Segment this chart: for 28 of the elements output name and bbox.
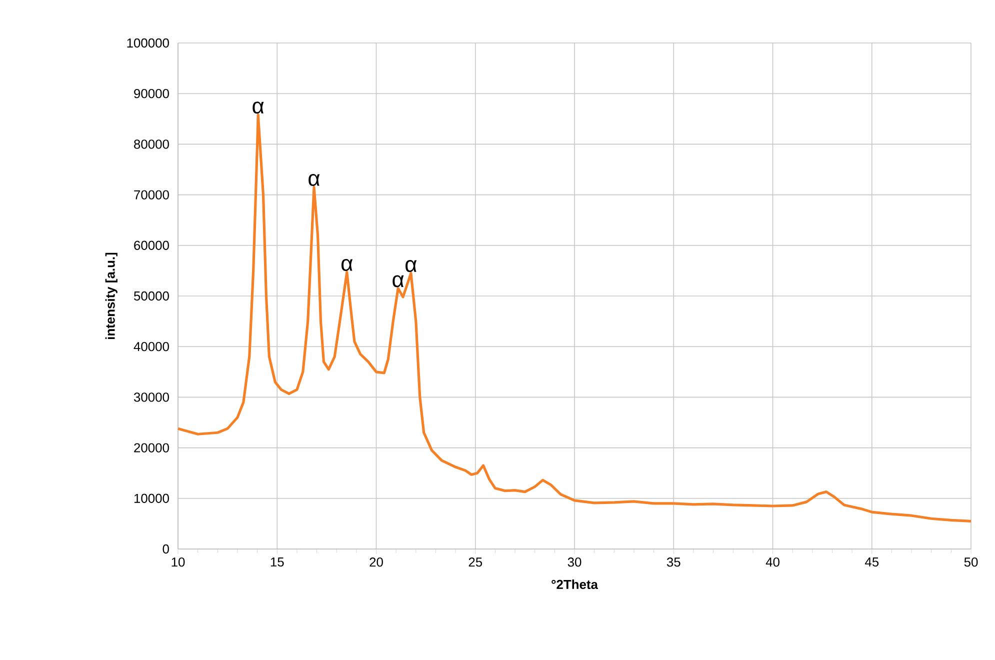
y-tick-label: 100000 bbox=[127, 38, 169, 48]
y-tick-label: 80000 bbox=[134, 140, 169, 149]
x-tick-label: 20 bbox=[370, 558, 383, 567]
x-tick-label: 35 bbox=[666, 558, 680, 567]
annotation: α bbox=[308, 174, 320, 186]
annotation: α bbox=[392, 275, 404, 288]
y-tick-label: 60000 bbox=[134, 240, 169, 250]
x-axis-title: °2Theta bbox=[552, 580, 598, 590]
line-series bbox=[176, 114, 972, 522]
y-tick-label: 30000 bbox=[134, 392, 169, 402]
y-tick-label: 90000 bbox=[134, 89, 169, 98]
x-tick-label: 30 bbox=[568, 558, 582, 567]
y-tick-label: 10000 bbox=[134, 494, 169, 503]
annotation: α bbox=[406, 260, 417, 272]
y-tick-label: 20000 bbox=[134, 443, 169, 452]
x-tick-label: 15 bbox=[270, 558, 284, 567]
y-axis-title: intensity [a.u.] bbox=[105, 252, 118, 339]
x-tick-label: 45 bbox=[864, 558, 879, 567]
x-tick-label: 50 bbox=[964, 558, 978, 567]
y-tick-label: 0 bbox=[162, 544, 169, 554]
y-tick-label: 70000 bbox=[134, 190, 169, 200]
y-tick-label: 50000 bbox=[134, 291, 169, 301]
x-tick-label: 40 bbox=[766, 558, 780, 567]
annotation: α bbox=[342, 259, 353, 272]
y-tick-label: 40000 bbox=[134, 342, 169, 352]
x-tick-label: 25 bbox=[468, 558, 482, 567]
annotation: α bbox=[252, 102, 264, 114]
x-tick-label: 10 bbox=[172, 558, 185, 567]
